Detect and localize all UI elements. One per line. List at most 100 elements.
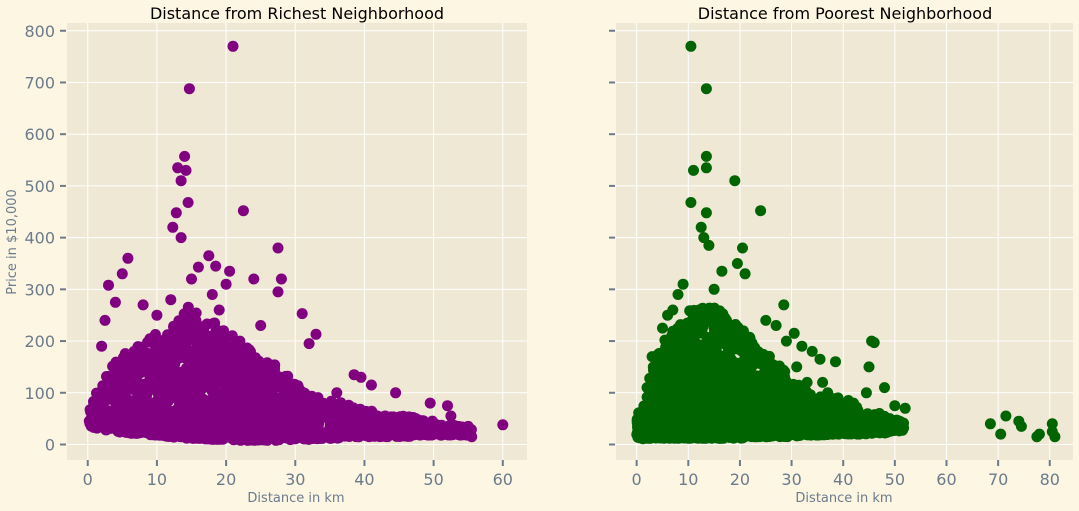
data-point <box>466 431 478 443</box>
data-point <box>807 393 819 405</box>
data-point <box>435 423 446 435</box>
data-point <box>631 427 643 439</box>
data-point <box>99 408 111 420</box>
data-point <box>295 417 307 429</box>
data-point <box>806 345 818 357</box>
data-point <box>338 408 350 419</box>
y-tick-label: 800 <box>24 22 55 41</box>
data-point <box>715 350 727 362</box>
data-point <box>172 162 184 174</box>
data-point <box>695 221 707 233</box>
y-axis-label-richest: Price in $10,000 <box>5 189 20 295</box>
data-point <box>839 409 851 421</box>
data-point <box>199 333 211 345</box>
x-tick-label: 60 <box>493 470 513 489</box>
x-tick-label: 50 <box>423 470 443 489</box>
data-point <box>766 389 778 400</box>
data-point <box>725 328 737 340</box>
data-point <box>714 305 726 317</box>
data-point <box>153 363 165 375</box>
data-point <box>688 164 699 176</box>
data-point <box>386 428 398 440</box>
data-point <box>633 418 645 430</box>
data-point <box>716 315 728 327</box>
data-point <box>123 409 135 421</box>
data-point <box>206 383 218 395</box>
data-point <box>899 402 911 414</box>
data-point <box>770 320 782 331</box>
data-point <box>97 422 109 433</box>
data-point <box>366 405 378 417</box>
data-point <box>768 422 779 434</box>
data-point <box>424 397 436 409</box>
data-point <box>210 260 222 272</box>
data-point <box>222 360 234 372</box>
data-point <box>984 418 996 430</box>
data-point <box>793 379 805 391</box>
y-tick-label: 300 <box>24 280 55 299</box>
data-point <box>700 207 712 219</box>
x-tick-label: 30 <box>781 470 801 489</box>
data-point <box>796 340 808 352</box>
data-point <box>868 337 880 349</box>
data-point <box>137 299 149 311</box>
x-tick-label: 60 <box>936 470 956 489</box>
data-point <box>347 424 359 436</box>
x-tick-label: 10 <box>678 470 698 489</box>
data-point <box>726 358 738 370</box>
data-point <box>700 150 712 162</box>
data-point <box>832 392 844 404</box>
data-point <box>358 413 370 425</box>
data-point <box>1033 428 1045 440</box>
data-point <box>249 401 261 413</box>
data-point <box>684 357 696 369</box>
data-point <box>310 328 322 340</box>
data-point <box>442 400 453 412</box>
data-point <box>113 376 125 388</box>
data-point <box>158 345 170 357</box>
data-point <box>403 428 415 440</box>
data-point <box>372 415 384 427</box>
data-point <box>830 356 841 368</box>
data-point <box>684 346 696 358</box>
data-point <box>235 356 247 368</box>
data-point <box>96 340 108 352</box>
data-point <box>870 426 882 438</box>
data-point <box>303 338 315 350</box>
data-point <box>296 308 308 320</box>
y-tick-label: 500 <box>24 177 55 196</box>
data-point <box>317 402 329 414</box>
data-point <box>103 279 114 291</box>
data-point <box>414 420 426 432</box>
points-richest <box>83 40 509 446</box>
x-tick-label: 40 <box>833 470 853 489</box>
data-point <box>182 197 194 208</box>
data-point <box>179 150 191 162</box>
data-point <box>788 327 800 339</box>
data-point <box>320 431 332 443</box>
data-point <box>331 387 343 399</box>
data-point <box>282 376 294 388</box>
data-point <box>180 368 192 380</box>
data-point <box>1000 410 1012 422</box>
data-point <box>133 348 145 360</box>
data-point <box>657 322 668 334</box>
data-point <box>203 250 215 262</box>
chart-title-poorest: Distance from Poorest Neighborhood <box>698 4 992 23</box>
data-point <box>663 372 675 384</box>
data-point <box>673 376 685 388</box>
data-point <box>153 423 165 435</box>
data-point <box>636 408 648 419</box>
data-point <box>735 344 747 356</box>
x-axis-label-richest: Distance in km <box>247 491 344 506</box>
data-point <box>114 426 126 438</box>
data-point <box>801 376 813 388</box>
data-point <box>755 205 767 217</box>
data-point <box>445 410 457 422</box>
data-point <box>236 379 247 391</box>
x-tick-label: 0 <box>83 470 93 489</box>
data-point <box>262 371 274 383</box>
data-point <box>884 413 896 425</box>
data-point <box>196 383 208 395</box>
